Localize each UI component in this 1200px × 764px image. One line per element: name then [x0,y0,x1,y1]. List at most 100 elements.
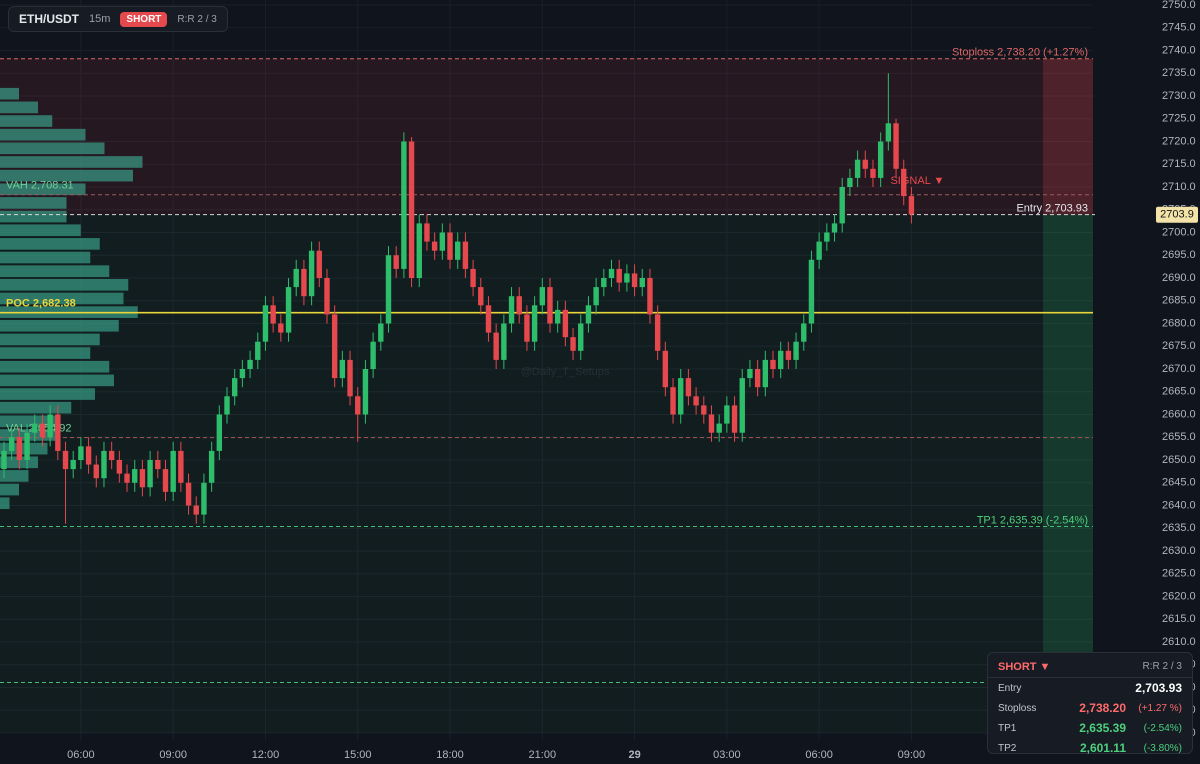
y-tick-label: 2720.0 [1162,135,1196,147]
y-tick-label: 2645.0 [1162,477,1196,489]
candle-body [501,323,507,360]
volume-profile-bar [0,497,10,510]
y-tick-label: 2695.0 [1162,249,1196,261]
volume-profile-bar [0,292,124,305]
volume-profile-bar [0,115,53,127]
signal-label: SIGNAL ▼ [890,175,944,187]
volume-profile-bar [0,319,119,332]
candle-body [508,296,515,324]
volume-profile-bar [0,360,110,373]
row-value: 2,738.20 [1079,701,1126,715]
candle-body [493,332,499,360]
candle-body [585,305,592,324]
candle-body [155,460,161,470]
reward-zone-bar [1043,214,1093,683]
side-badge: SHORT [120,11,168,27]
candle-body [162,469,169,492]
x-tick-label: 06:00 [67,749,95,761]
candle-body [485,305,492,333]
candle-body [570,337,576,351]
volume-profile-bar [0,128,86,141]
y-tick-label: 2640.0 [1162,499,1196,511]
candle-body [747,369,753,379]
y-tick-label: 2725.0 [1162,113,1196,125]
y-tick-label: 2625.0 [1162,568,1196,580]
candle-body [731,405,738,433]
candle-body [516,296,522,315]
candle-body [170,450,176,492]
volume-profile-bar [0,101,38,114]
candle-body [401,141,407,269]
candle-body [178,450,184,483]
x-tick-label: 15:00 [344,749,372,761]
candle-body [777,350,784,369]
x-tick-label: 06:00 [805,749,833,761]
y-tick-label: 2745.0 [1162,22,1196,34]
volume-profile-bar [0,197,67,209]
y-tick-label: 2715.0 [1162,158,1196,170]
risk-zone [0,58,1093,215]
y-tick-label: 2750.0 [1162,0,1196,11]
candle-body [824,232,830,242]
candle-body [331,314,338,379]
candle-body [301,268,307,297]
candle-body [239,369,246,379]
candle-body [132,469,138,483]
candle-body [801,323,807,342]
row-label: Entry [998,682,1022,694]
candle-body [708,414,715,433]
candle-body [831,223,838,233]
row-label: Stoploss [998,702,1037,714]
candle-body [124,473,130,483]
candle-body [808,259,815,324]
candle-body [378,323,384,342]
candle-body [554,309,561,324]
panel-row: TP2 2,601.11 (-3.80%) [988,738,1192,758]
y-tick-label: 2685.0 [1162,295,1196,307]
candle-body [716,423,722,433]
candle-body [247,359,253,369]
candle-body [324,278,330,315]
candle-body [16,437,23,460]
candle-body [355,396,361,415]
x-tick-label: 09:00 [159,749,187,761]
candle-body [93,464,99,479]
candle-body [862,159,868,169]
header: ETH/USDT 15m SHORT R:R 2 / 3 [8,6,228,32]
y-tick-label: 2680.0 [1162,317,1196,329]
level-label: Entry 2,703.93 [1016,203,1088,215]
candle-body [116,460,123,474]
candle-body [793,341,799,360]
x-tick-label: 18:00 [436,749,464,761]
candle-body [408,141,415,278]
candle-body [347,359,353,397]
volume-profile-bar [0,142,105,155]
candle-body [185,482,192,506]
candle-body [539,287,545,306]
risk-zone-bar [1043,58,1093,215]
candle-body [370,341,376,369]
y-tick-label: 2630.0 [1162,545,1196,557]
candle-body [531,305,538,342]
interval[interactable]: 15m [89,13,111,25]
last-price-label: 2703.9 [1160,209,1194,221]
candle-body [108,450,115,460]
candle-body [770,359,776,369]
y-tick-label: 2670.0 [1162,363,1196,375]
level-label: VAL 2,654.92 [6,423,71,435]
candle-body [278,323,284,333]
candle-body [839,187,845,224]
y-tick-label: 2735.0 [1162,67,1196,79]
panel-row: Stoploss 2,738.20 (+1.27 %) [988,698,1192,718]
x-tick-label: 03:00 [713,749,741,761]
row-value: 2,635.39 [1079,721,1126,735]
panel-header: SHORT ▼ R:R 2 / 3 [988,653,1192,678]
candle-body [601,278,607,288]
y-tick-label: 2635.0 [1162,522,1196,534]
y-tick-label: 2650.0 [1162,454,1196,466]
level-label: Stoploss 2,738.20 (+1.27%) [952,47,1088,59]
candle-body [47,414,53,438]
candle-body [877,141,884,178]
candle-body [885,123,892,142]
